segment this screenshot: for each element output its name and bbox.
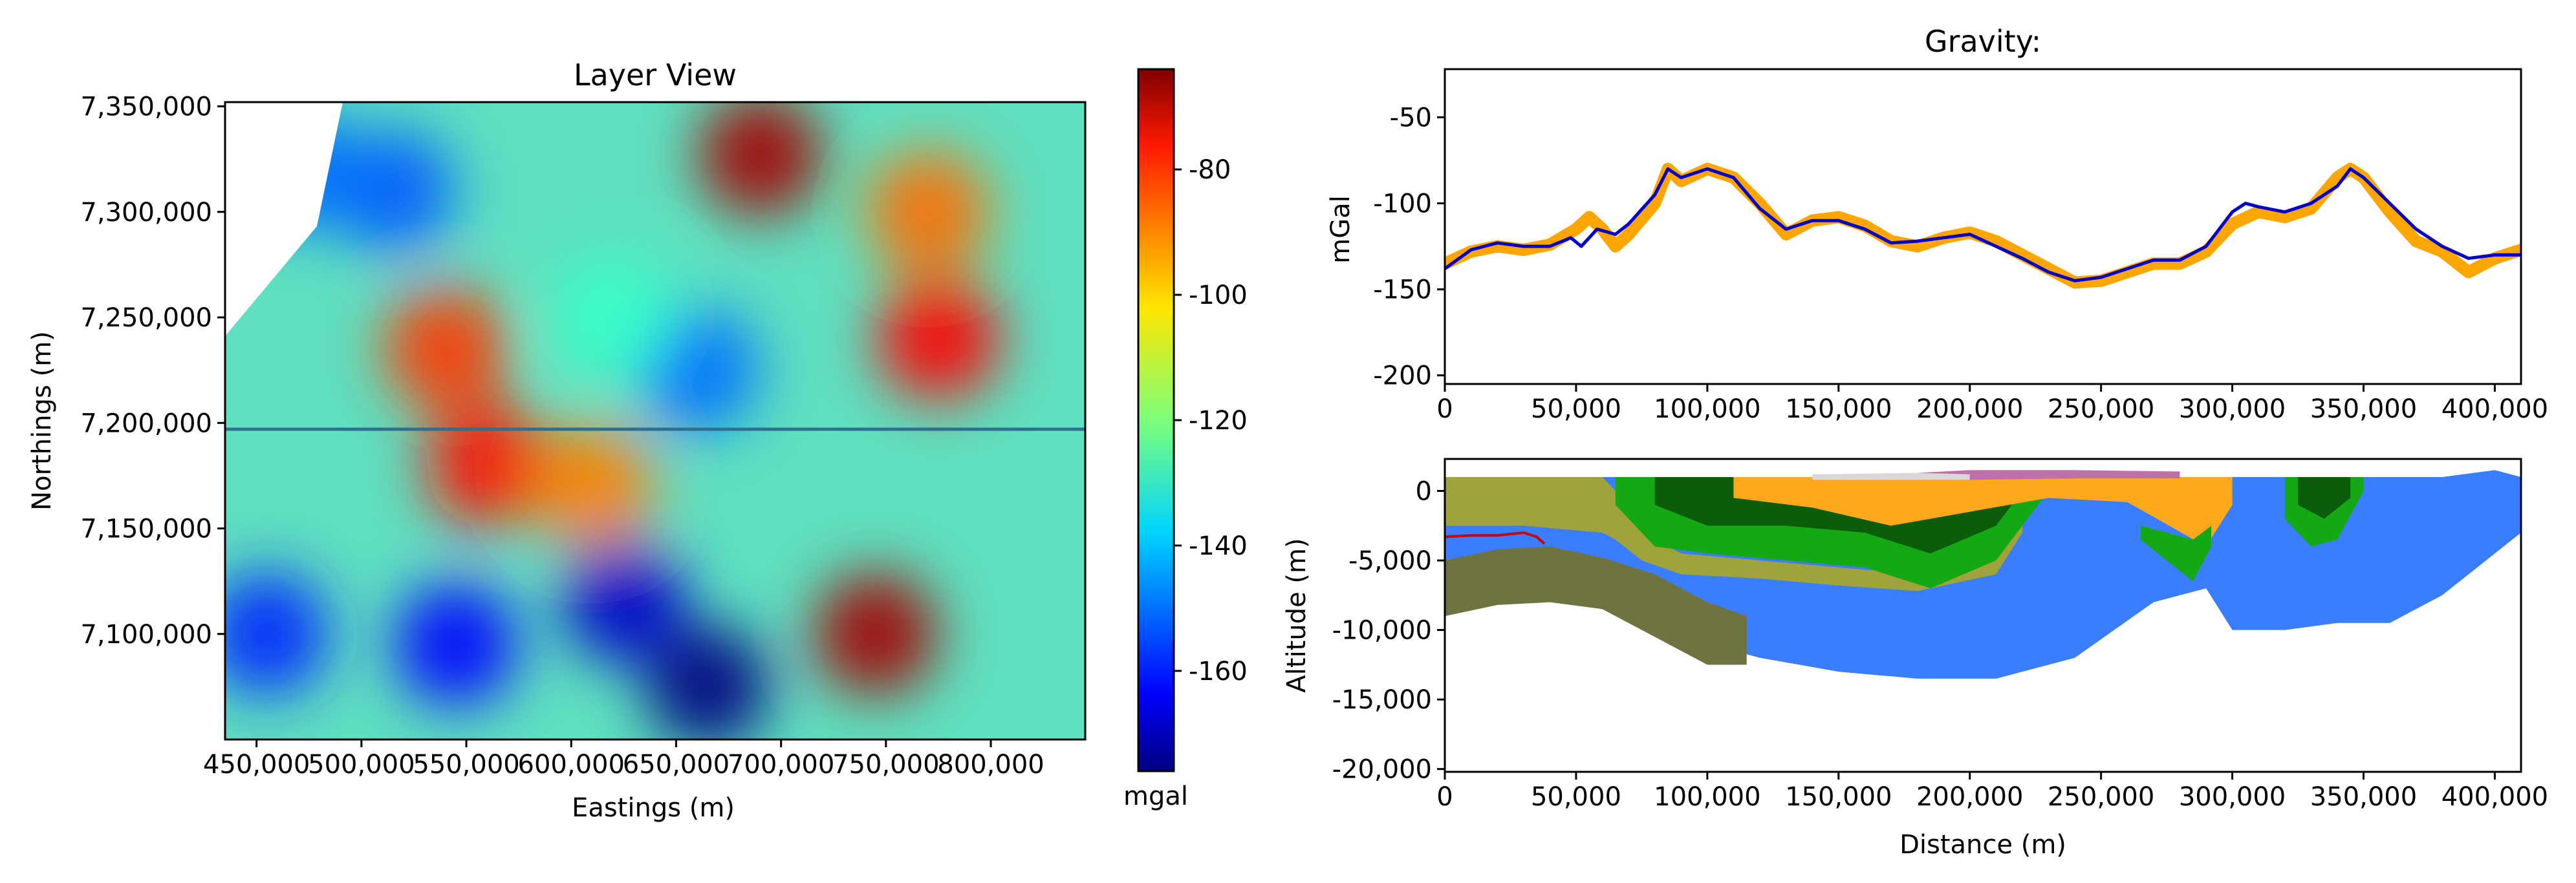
heatmap-anomaly-14 [552, 256, 675, 379]
colorbar-tick-label: -80 [1189, 155, 1231, 185]
section-x-tick-label: 300,000 [2179, 782, 2286, 812]
section-layer-9 [1917, 470, 2180, 480]
heatmap-anomaly-12 [225, 572, 329, 696]
section-x-tick-label: 350,000 [2310, 782, 2417, 812]
gravity-frame [1444, 68, 2522, 385]
map-y-tick-label: 7,250,000 [80, 303, 212, 333]
section-x-axis-label: Distance (m) [1900, 830, 2066, 860]
gravity-y-tick-label: -50 [1390, 103, 1432, 133]
gravity-y-tick-label: -150 [1373, 275, 1432, 305]
section-x-tick-label: 250,000 [2048, 782, 2154, 812]
map-y-tick-label: 7,350,000 [80, 92, 212, 122]
calculated-gravity-series [1445, 167, 2521, 282]
map-x-tick-label: 600,000 [518, 750, 625, 780]
heatmap-anomaly-4 [384, 287, 507, 410]
map-y-tick-label: 7,100,000 [80, 620, 212, 650]
colorbar-ticks: -80 -100 -120 -140 -160 [1174, 155, 1248, 686]
heatmap-anomaly-9 [646, 625, 770, 739]
layer-view-chart: Layer View 450,000500,000550,000600,0006… [27, 58, 1087, 823]
colorbar-tick-label: -120 [1189, 406, 1248, 436]
gravity-chart: Gravity: 0 50,000 100,000 150,000 200,000 250… [1326, 24, 2548, 424]
section-line-0 [1445, 531, 1546, 545]
section-layer-5 [1733, 477, 2233, 547]
map-x-tick-label: 500,000 [308, 750, 415, 780]
colorbar-tick-label: -140 [1189, 531, 1248, 561]
gravity-y-ticks: -50 -100 -150 -200 [1373, 103, 1445, 391]
colorbar-label: mgal [1123, 782, 1188, 811]
map-y-tick-label: 7,300,000 [80, 198, 212, 228]
heatmap-anomaly-3 [426, 403, 549, 527]
gravity-y-axis-label: mGal [1326, 195, 1356, 264]
gravity-x-tick-label: 150,000 [1785, 394, 1892, 424]
section-chart: 0 50,000 100,000 150,000 200,000 250,000 300,0… [1282, 458, 2548, 860]
gravity-x-tick-label: 250,000 [2048, 394, 2154, 424]
colorbar-tick-label: -160 [1189, 657, 1248, 686]
section-lines [1445, 531, 1546, 545]
heatmap-anomaly-0 [698, 102, 822, 217]
section-x-ticks: 0 50,000 100,000 150,000 200,000 250,000 300,0… [1436, 772, 2548, 812]
section-y-tick-label: -20,000 [1332, 755, 1432, 785]
map-y-tick-label: 7,200,000 [80, 409, 212, 438]
gravity-x-tick-label: 300,000 [2179, 394, 2286, 424]
section-y-tick-label: 0 [1416, 476, 1432, 506]
section-x-tick-label: 150,000 [1785, 782, 1892, 812]
section-x-tick-label: 400,000 [2441, 782, 2548, 812]
section-x-tick-label: 200,000 [1916, 782, 2023, 812]
gravity-x-tick-label: 400,000 [2441, 394, 2548, 424]
colorbar: -80 -100 -120 -140 -160 mgal [1123, 68, 1248, 811]
gravity-y-tick-label: -200 [1373, 361, 1432, 391]
heatmap-anomaly-1 [876, 277, 1000, 400]
gravity-x-tick-label: 0 [1436, 394, 1453, 424]
section-layer-10 [1812, 473, 1970, 480]
heatmap-anomaly-7 [331, 129, 455, 253]
gravity-x-ticks: 0 50,000 100,000 150,000 200,000 250,000 300,0… [1436, 384, 2548, 424]
section-layers [1445, 470, 2521, 679]
heatmap-anomaly-10 [394, 583, 517, 707]
heatmap-anomaly-6 [866, 150, 990, 273]
gravity-title: Gravity: [1925, 24, 2041, 59]
observed-gravity-series [1445, 162, 2521, 289]
map-y-ticks: 7,100,000 7,150,000 7,200,000 7,250,000 7,30… [80, 92, 225, 650]
map-x-tick-label: 450,000 [203, 750, 310, 780]
map-x-tick-label: 800,000 [937, 750, 1044, 780]
gravity-x-tick-label: 350,000 [2310, 394, 2417, 424]
section-layer-1 [1445, 546, 1747, 665]
map-x-tick-label: 750,000 [832, 750, 939, 780]
heatmap-anomaly-8 [562, 540, 686, 664]
heatmap-anomaly-2 [814, 572, 937, 696]
map-x-axis-label: Eastings (m) [572, 793, 735, 823]
section-layer-6 [2140, 526, 2212, 582]
heatmap-anomaly-5 [530, 425, 654, 548]
heatmap-anomalies [225, 102, 1000, 739]
colorbar-gradient [1137, 68, 1175, 772]
section-y-tick-label: -15,000 [1332, 685, 1432, 715]
section-layer-8 [2298, 477, 2351, 519]
section-y-tick-label: -5,000 [1348, 546, 1432, 576]
heatmap-frame [224, 101, 1087, 741]
map-x-tick-label: 700,000 [728, 750, 834, 780]
layer-view-title: Layer View [574, 58, 737, 92]
section-x-tick-label: 100,000 [1654, 782, 1760, 812]
section-y-axis-label: Altitude (m) [1282, 538, 1312, 692]
section-x-tick-label: 0 [1436, 782, 1453, 812]
map-x-tick-label: 550,000 [413, 750, 519, 780]
section-y-tick-label: -10,000 [1332, 616, 1432, 646]
gravity-x-tick-label: 50,000 [1531, 394, 1621, 424]
gravity-y-tick-label: -100 [1373, 189, 1432, 219]
map-x-ticks: 450,000500,000550,000600,000650,000700,0… [203, 739, 1044, 780]
no-data-area [225, 102, 343, 336]
section-frame [1444, 458, 2522, 773]
section-layer-2 [1445, 477, 2022, 591]
gravity-x-tick-label: 200,000 [1916, 394, 2023, 424]
colorbar-tick-label: -100 [1189, 281, 1248, 310]
map-y-axis-label: Northings (m) [27, 331, 57, 510]
map-x-tick-label: 650,000 [623, 750, 730, 780]
section-y-ticks: 0 -5,000 -10,000 -15,000 -20,000 [1332, 476, 1445, 785]
map-y-tick-label: 7,150,000 [80, 515, 212, 544]
gravity-x-tick-label: 100,000 [1654, 394, 1760, 424]
section-x-tick-label: 50,000 [1531, 782, 1621, 812]
